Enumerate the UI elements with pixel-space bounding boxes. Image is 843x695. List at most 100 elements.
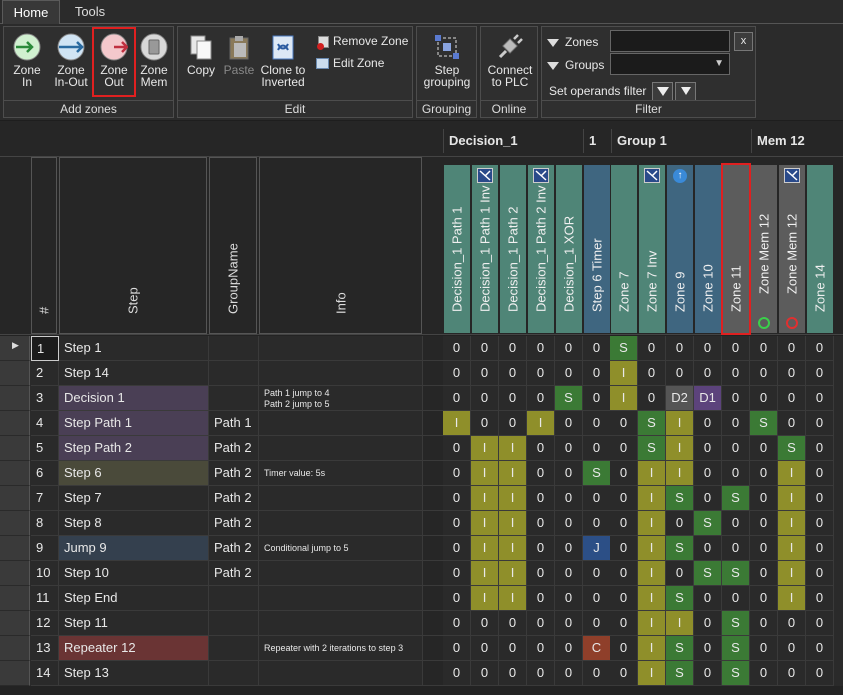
zone-cell[interactable]: 0: [806, 636, 834, 661]
zone-cell[interactable]: I: [443, 411, 471, 436]
zone-cell[interactable]: 0: [806, 486, 834, 511]
row-selector[interactable]: [0, 461, 30, 486]
info-cell[interactable]: Path 1 jump to 4 Path 2 jump to 5: [259, 386, 423, 411]
zone-cell[interactable]: I: [471, 511, 499, 536]
zone-cell[interactable]: I: [638, 611, 666, 636]
zone-cell[interactable]: 0: [750, 436, 778, 461]
info-cell[interactable]: [259, 436, 423, 461]
zone-cell[interactable]: 0: [443, 561, 471, 586]
zone-cell[interactable]: 0: [499, 661, 527, 686]
zone-cell[interactable]: 0: [583, 611, 611, 636]
zone-cell[interactable]: 0: [471, 661, 499, 686]
zone-cell[interactable]: I: [638, 486, 666, 511]
zone-cell[interactable]: 0: [527, 586, 555, 611]
zone-cell[interactable]: 0: [443, 461, 471, 486]
group-name-cell[interactable]: [209, 361, 259, 386]
zone-cell[interactable]: 0: [555, 361, 583, 386]
zone-cell[interactable]: 0: [806, 661, 834, 686]
zone-cell[interactable]: S: [666, 636, 694, 661]
zone-cell[interactable]: I: [778, 536, 806, 561]
row-selector[interactable]: [0, 386, 30, 411]
step-grouping-button[interactable]: Step grouping: [419, 33, 475, 88]
group-name-cell[interactable]: [209, 336, 259, 361]
zone-cell[interactable]: 0: [722, 461, 750, 486]
zone-cell[interactable]: C: [583, 636, 611, 661]
zone-cell[interactable]: 0: [722, 536, 750, 561]
tab-home[interactable]: Home: [2, 0, 60, 25]
zone-cell[interactable]: 0: [750, 486, 778, 511]
step-name-cell[interactable]: Step 10: [59, 561, 209, 586]
zone-column-header[interactable]: Zone 11: [721, 163, 751, 335]
step-number-cell[interactable]: 13: [31, 636, 59, 661]
zone-cell[interactable]: 0: [583, 486, 611, 511]
zone-cell[interactable]: 0: [750, 361, 778, 386]
zone-cell[interactable]: 0: [694, 586, 722, 611]
zone-cell[interactable]: 0: [806, 561, 834, 586]
zone-cell[interactable]: 0: [527, 611, 555, 636]
zone-cell[interactable]: 0: [806, 586, 834, 611]
zone-column-header[interactable]: Zone 14: [807, 165, 833, 333]
zone-cell[interactable]: 0: [527, 436, 555, 461]
zone-cell[interactable]: 0: [527, 336, 555, 361]
zone-cell[interactable]: 0: [666, 336, 694, 361]
group-name-cell[interactable]: Path 2: [209, 561, 259, 586]
zone-cell[interactable]: I: [499, 586, 527, 611]
info-cell[interactable]: [259, 486, 423, 511]
zone-cell[interactable]: 0: [750, 336, 778, 361]
zone-cell[interactable]: I: [638, 561, 666, 586]
zone-cell[interactable]: 0: [443, 611, 471, 636]
table-row[interactable]: 12 Step 11 0 0 0 0 0 0 0 I I 0 S 0 0 0: [0, 611, 843, 636]
step-number-cell[interactable]: 12: [31, 611, 59, 636]
info-cell[interactable]: Timer value: 5s: [259, 461, 423, 486]
info-cell[interactable]: [259, 411, 423, 436]
zone-cell[interactable]: I: [610, 361, 638, 386]
zone-in-button[interactable]: Zone In: [6, 33, 48, 88]
zone-cell[interactable]: I: [666, 436, 694, 461]
table-header-group[interactable]: GroupName: [209, 157, 257, 334]
zone-column-header[interactable]: Zone 9 ↑: [667, 165, 693, 333]
step-name-cell[interactable]: Decision 1: [59, 386, 209, 411]
table-header-info[interactable]: Info: [259, 157, 422, 334]
zone-cell[interactable]: 0: [778, 361, 806, 386]
zone-cell[interactable]: 0: [694, 461, 722, 486]
zone-column-header[interactable]: Zone 10: [695, 165, 721, 333]
zone-cell[interactable]: 0: [443, 486, 471, 511]
zone-cell[interactable]: I: [666, 461, 694, 486]
zone-cell[interactable]: 0: [555, 536, 583, 561]
group-name-cell[interactable]: Path 2: [209, 536, 259, 561]
zone-cell[interactable]: 0: [499, 361, 527, 386]
zone-cell[interactable]: 0: [806, 436, 834, 461]
zone-cell[interactable]: 0: [806, 411, 834, 436]
zone-cell[interactable]: I: [778, 561, 806, 586]
row-selector[interactable]: [0, 586, 30, 611]
zone-cell[interactable]: I: [638, 586, 666, 611]
zone-cell[interactable]: S: [694, 511, 722, 536]
zone-cell[interactable]: I: [499, 461, 527, 486]
zone-cell[interactable]: 0: [694, 336, 722, 361]
remove-zone-button[interactable]: Remove Zone: [317, 34, 408, 50]
zone-cell[interactable]: I: [499, 511, 527, 536]
info-cell[interactable]: [259, 586, 423, 611]
zone-cell[interactable]: 0: [610, 436, 638, 461]
zone-cell[interactable]: 0: [499, 611, 527, 636]
step-number-cell[interactable]: 8: [31, 511, 59, 536]
zone-cell[interactable]: 0: [583, 586, 611, 611]
zone-cell[interactable]: 0: [666, 511, 694, 536]
zone-cell[interactable]: 0: [722, 386, 750, 411]
group-name-cell[interactable]: [209, 636, 259, 661]
group-name-cell[interactable]: Path 1: [209, 411, 259, 436]
zone-cell[interactable]: 0: [499, 636, 527, 661]
zone-cell[interactable]: 0: [610, 461, 638, 486]
step-number-cell[interactable]: 10: [31, 561, 59, 586]
step-name-cell[interactable]: Step Path 1: [59, 411, 209, 436]
info-cell[interactable]: [259, 661, 423, 686]
zone-cell[interactable]: 0: [694, 361, 722, 386]
row-selector[interactable]: ▶: [0, 336, 30, 361]
zone-cell[interactable]: 0: [806, 611, 834, 636]
zone-cell[interactable]: 0: [443, 511, 471, 536]
table-row[interactable]: 6 Step 6 Path 2 Timer value: 5s 0 I I 0 0 S 0 I I 0 0 0…: [0, 461, 843, 486]
zone-cell[interactable]: 0: [610, 511, 638, 536]
zone-cell[interactable]: 0: [527, 536, 555, 561]
